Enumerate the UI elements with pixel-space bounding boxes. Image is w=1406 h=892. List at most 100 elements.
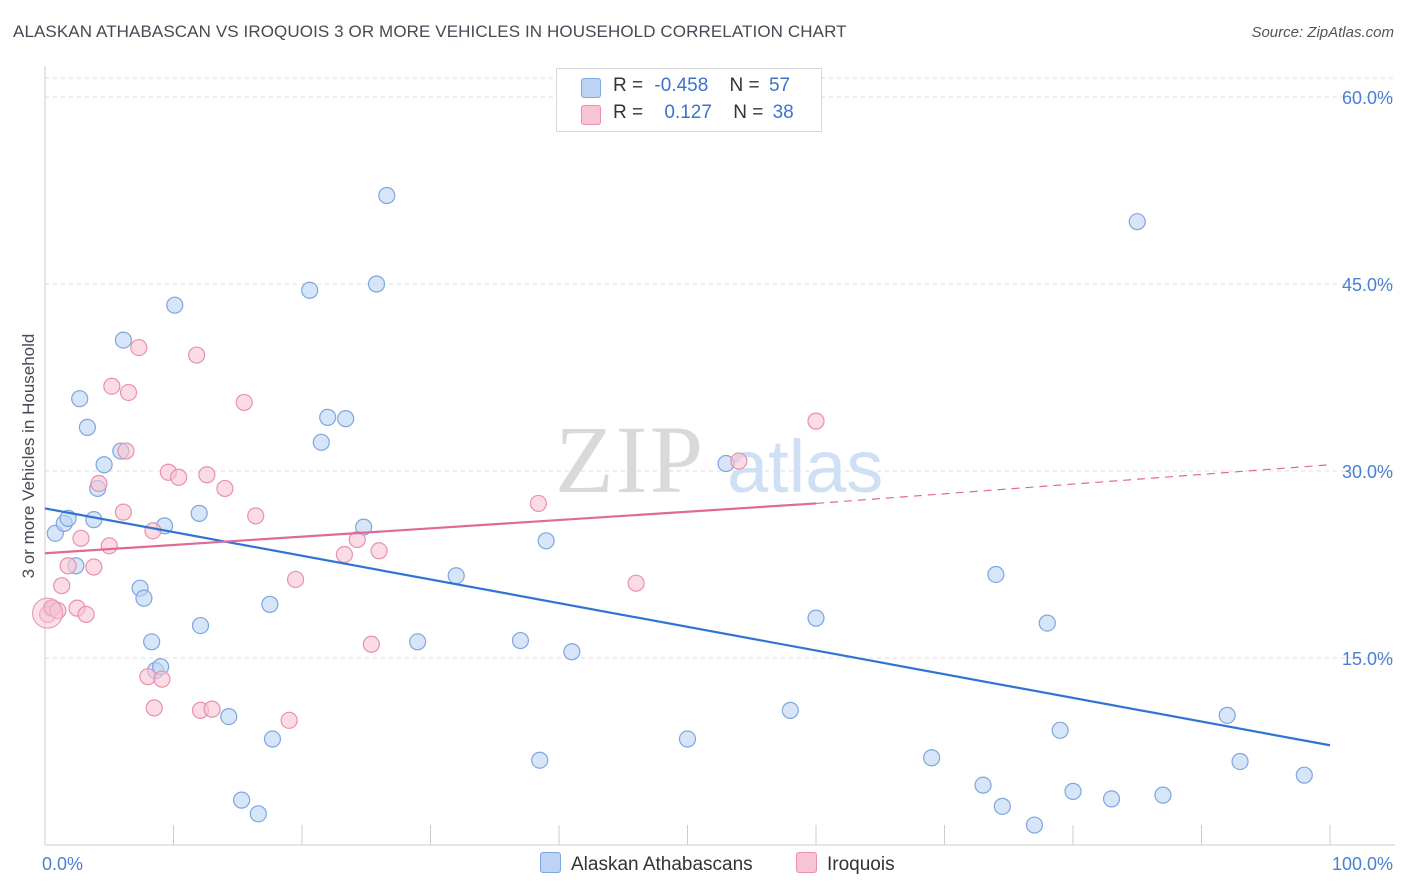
series-swatch-blue-icon	[540, 852, 561, 873]
point-iroquois	[529, 494, 548, 513]
point-iroquois	[188, 346, 206, 364]
legend-swatch-blue-icon	[581, 78, 601, 98]
point-iroquois	[85, 558, 103, 576]
series-legend-label: Iroquois	[827, 854, 895, 875]
point-athabascan	[191, 616, 210, 635]
point-athabascan	[923, 749, 941, 767]
point-athabascan	[166, 296, 184, 314]
point-athabascan	[135, 589, 153, 607]
point-athabascan	[974, 776, 992, 794]
point-iroquois	[130, 338, 148, 357]
point-iroquois	[235, 393, 253, 412]
series-legend-iroquois: Iroquois	[796, 852, 895, 876]
point-athabascan	[1231, 752, 1249, 771]
point-athabascan	[563, 643, 581, 661]
point-iroquois	[77, 605, 95, 623]
point-iroquois	[348, 530, 366, 549]
chart-title: ALASKAN ATHABASCAN VS IROQUOIS 3 OR MORE…	[13, 22, 847, 41]
point-iroquois	[370, 542, 388, 560]
legend-r-value: -0.458	[654, 75, 709, 96]
point-athabascan	[114, 331, 132, 349]
legend-n-label: N =	[729, 75, 760, 96]
point-athabascan	[301, 281, 319, 299]
x-tick-label: 100.0%	[1332, 854, 1393, 874]
point-athabascan	[233, 791, 251, 809]
point-iroquois	[90, 474, 108, 493]
series-legend-label: Alaskan Athabascans	[571, 854, 753, 875]
point-athabascan	[249, 805, 267, 823]
point-athabascan	[1128, 213, 1146, 231]
trend-lines	[44, 464, 1331, 747]
legend-n-value: 38	[772, 102, 794, 123]
point-athabascan	[1218, 706, 1236, 724]
point-athabascan	[511, 631, 530, 650]
point-iroquois	[114, 503, 132, 521]
point-iroquois	[117, 442, 135, 460]
trend-line-iroquois	[44, 502, 817, 555]
point-athabascan	[1154, 786, 1172, 804]
point-iroquois	[100, 537, 118, 555]
point-iroquois	[72, 529, 90, 547]
point-iroquois	[807, 412, 825, 430]
point-iroquois	[59, 557, 77, 575]
source-label: Source: ZipAtlas.com	[1251, 24, 1394, 41]
point-athabascan	[95, 456, 113, 474]
point-iroquois	[198, 466, 216, 484]
point-athabascan	[447, 567, 465, 585]
tick-labels: 15.0% 30.0% 45.0% 60.0% 0.0% 100.0% 3 or more …	[19, 88, 1393, 874]
point-athabascan	[143, 633, 161, 651]
point-iroquois	[335, 545, 354, 564]
point-athabascan	[807, 609, 825, 627]
point-athabascan	[319, 408, 337, 426]
point-iroquois	[170, 468, 188, 486]
point-athabascan	[781, 701, 799, 719]
grid-layer	[45, 77, 1395, 659]
point-iroquois	[627, 574, 645, 592]
point-athabascan	[378, 186, 396, 205]
point-athabascan	[337, 410, 355, 428]
series-swatch-pink-icon	[796, 852, 817, 873]
point-iroquois	[280, 711, 298, 729]
point-athabascan	[993, 797, 1011, 815]
point-athabascan	[312, 433, 330, 451]
trend-line-iroquois	[815, 464, 1331, 505]
point-athabascan	[678, 730, 697, 748]
point-athabascan	[220, 707, 238, 726]
point-iroquois	[144, 522, 162, 540]
legend-r-value: 0.127	[664, 102, 712, 123]
axes	[44, 66, 1395, 846]
point-iroquois	[103, 377, 121, 395]
legend-r-label: R =	[613, 75, 644, 96]
legend-swatch-pink-icon	[581, 105, 601, 125]
point-iroquois	[203, 700, 221, 718]
point-athabascan	[1051, 721, 1069, 739]
point-athabascan	[987, 565, 1005, 584]
point-athabascan	[409, 633, 427, 651]
point-athabascan	[71, 390, 89, 408]
point-iroquois	[53, 577, 71, 595]
legend-r-label: R =	[613, 102, 644, 123]
point-iroquois	[32, 597, 64, 629]
point-iroquois	[247, 507, 265, 525]
watermark: ZIP atlas	[555, 406, 883, 513]
point-athabascan	[1038, 614, 1056, 632]
y-axis-label: 3 or more Vehicles in Household	[19, 334, 38, 579]
point-athabascan	[367, 275, 386, 293]
point-athabascan	[1295, 766, 1313, 784]
y-tick-label: 45.0%	[1342, 275, 1393, 295]
trend-line-athabascan	[44, 507, 1331, 747]
point-iroquois	[216, 479, 234, 498]
point-athabascan	[537, 532, 555, 550]
x-tick-label: 0.0%	[42, 854, 83, 874]
point-athabascan	[85, 511, 103, 529]
y-tick-label: 15.0%	[1342, 649, 1393, 669]
point-iroquois	[119, 383, 138, 402]
point-iroquois	[730, 452, 748, 470]
points	[32, 186, 1313, 834]
point-athabascan	[1025, 816, 1044, 834]
legend-n-value: 57	[768, 75, 791, 96]
point-iroquois	[286, 570, 305, 589]
series-legend-athabascan: Alaskan Athabascans	[540, 852, 753, 876]
point-iroquois	[362, 635, 380, 653]
